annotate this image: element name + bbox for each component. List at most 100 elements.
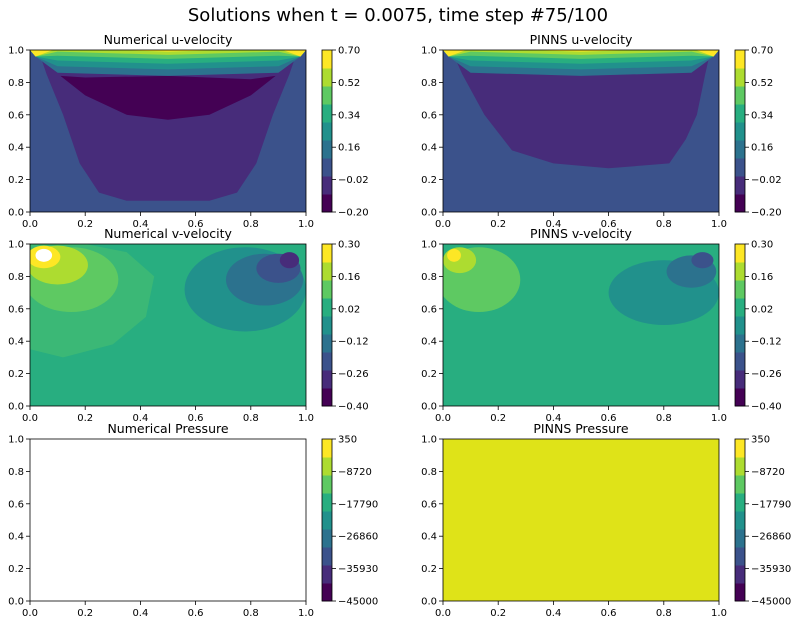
colorbar-segment <box>322 439 332 458</box>
colorbar-tick-label: 350 <box>338 435 357 446</box>
y-tick-label: 0.6 <box>421 110 437 121</box>
colorbar-segment <box>735 280 745 299</box>
x-tick-label: 0.8 <box>656 219 672 230</box>
y-tick-label: 0.2 <box>8 369 24 380</box>
colorbar-tick-label: 0.16 <box>338 272 360 283</box>
colorbar-tick-label: −0.02 <box>751 175 782 186</box>
colorbar-segment <box>322 334 332 353</box>
colorbar-segment <box>735 316 745 335</box>
colorbar-segment <box>322 547 332 566</box>
axes-frame <box>442 49 720 213</box>
contour-level <box>443 50 719 57</box>
panel-title: Numerical u-velocity <box>104 32 233 47</box>
colorbar-segment <box>322 262 332 281</box>
x-tick-label: 0.6 <box>601 219 617 230</box>
x-tick-label: 0.0 <box>435 608 451 619</box>
y-tick-label: 0.4 <box>421 337 437 348</box>
colorbar-segment <box>322 176 332 195</box>
colorbar-segment <box>322 583 332 602</box>
colorbar-segment <box>735 68 745 87</box>
colorbar-segment <box>322 280 332 299</box>
colorbar-segment <box>735 140 745 159</box>
colorbar-tick-label: −45000 <box>338 597 378 608</box>
contour-field <box>30 50 306 212</box>
x-tick-label: 0.2 <box>77 219 93 230</box>
y-tick-label: 0.2 <box>8 175 24 186</box>
colorbar-frame <box>321 243 333 407</box>
x-tick-label: 0.6 <box>601 608 617 619</box>
x-tick-label: 0.4 <box>132 413 148 424</box>
colorbar-segment <box>735 334 745 353</box>
y-tick-label: 0.0 <box>8 208 24 219</box>
contour-field <box>30 439 306 601</box>
y-tick-label: 0.4 <box>421 532 437 543</box>
axes-frame <box>442 438 720 602</box>
x-tick-label: 0.2 <box>77 608 93 619</box>
x-tick-label: 1.0 <box>298 413 314 424</box>
y-tick-label: 0.2 <box>421 175 437 186</box>
y-tick-label: 0.6 <box>8 499 24 510</box>
colorbar-tick-label: 0.52 <box>338 78 360 89</box>
x-tick-label: 0.6 <box>188 219 204 230</box>
colorbar-tick-label: −0.40 <box>751 402 782 413</box>
contour-level <box>30 50 306 57</box>
x-tick-label: 1.0 <box>711 413 727 424</box>
y-tick-label: 0.2 <box>421 369 437 380</box>
contour-level <box>35 248 53 262</box>
colorbar-tick-label: 0.30 <box>751 240 773 251</box>
x-tick-label: 1.0 <box>711 219 727 230</box>
y-tick-label: 0.8 <box>421 467 437 478</box>
contour-level <box>279 252 300 269</box>
contour-field <box>30 244 306 406</box>
colorbar-segment <box>735 370 745 389</box>
colorbar-frame <box>734 243 746 407</box>
y-tick-label: 0.0 <box>8 597 24 608</box>
colorbar-segment <box>735 529 745 548</box>
colorbar-tick-label: −45000 <box>751 597 791 608</box>
colorbar-tick-label: 0.16 <box>751 143 773 154</box>
contour-panel-6: PINNS Pressure 0.0 0.2 0.4 0.6 0.8 1.0 0.0 0.2 0.… <box>421 421 791 619</box>
y-tick-label: 0.6 <box>8 110 24 121</box>
y-tick-label: 1.0 <box>421 240 437 251</box>
y-tick-label: 0.2 <box>8 564 24 575</box>
colorbar-frame <box>321 49 333 213</box>
x-tick-label: 1.0 <box>298 608 314 619</box>
colorbar: −0.20 −0.02 0.16 0.34 0.52 0.70 <box>734 46 782 219</box>
y-tick-label: 0.8 <box>8 272 24 283</box>
colorbar-tick-label: 0.34 <box>751 110 773 121</box>
y-tick-label: 0.0 <box>421 402 437 413</box>
colorbar: −45000 −35930 −26860 −17790 −8720 350 <box>321 435 378 608</box>
colorbar-tick-label: 0.70 <box>751 46 773 57</box>
contour-level <box>30 439 306 601</box>
colorbar-tick-label: −0.26 <box>751 369 782 380</box>
colorbar-segment <box>735 511 745 530</box>
y-tick-label: 1.0 <box>8 435 24 446</box>
colorbar-segment <box>322 370 332 389</box>
x-tick-label: 0.2 <box>490 413 506 424</box>
colorbar-segment <box>322 68 332 87</box>
contour-level <box>443 50 719 57</box>
colorbar-segment <box>322 158 332 177</box>
colorbar-tick-label: −0.26 <box>338 369 369 380</box>
colorbar-segment <box>735 298 745 317</box>
y-tick-label: 0.4 <box>8 532 24 543</box>
contour-level <box>443 247 477 274</box>
colorbar-tick-label: −8720 <box>751 467 785 478</box>
x-tick-label: 0.8 <box>243 608 259 619</box>
x-tick-label: 0.6 <box>188 413 204 424</box>
y-tick-label: 0.8 <box>8 78 24 89</box>
contour-panel-2: PINNS u-velocity 0.0 0.2 0.4 0.6 0.8 1.0 0.0 0.2… <box>421 32 782 230</box>
x-tick-label: 1.0 <box>298 219 314 230</box>
colorbar-segment <box>322 122 332 141</box>
contour-panel-3: Numerical v-velocity 0.0 0.2 0.4 0.6 0.8 1.0 0.… <box>8 226 369 424</box>
colorbar-segment <box>322 104 332 123</box>
x-tick-label: 0.0 <box>22 413 38 424</box>
x-tick-label: 0.0 <box>435 219 451 230</box>
colorbar-segment <box>322 194 332 213</box>
y-tick-label: 0.0 <box>8 402 24 413</box>
colorbar-segment <box>322 457 332 476</box>
colorbar-tick-label: −0.02 <box>338 175 369 186</box>
x-tick-label: 0.8 <box>656 608 672 619</box>
colorbar-tick-label: 0.34 <box>338 110 360 121</box>
